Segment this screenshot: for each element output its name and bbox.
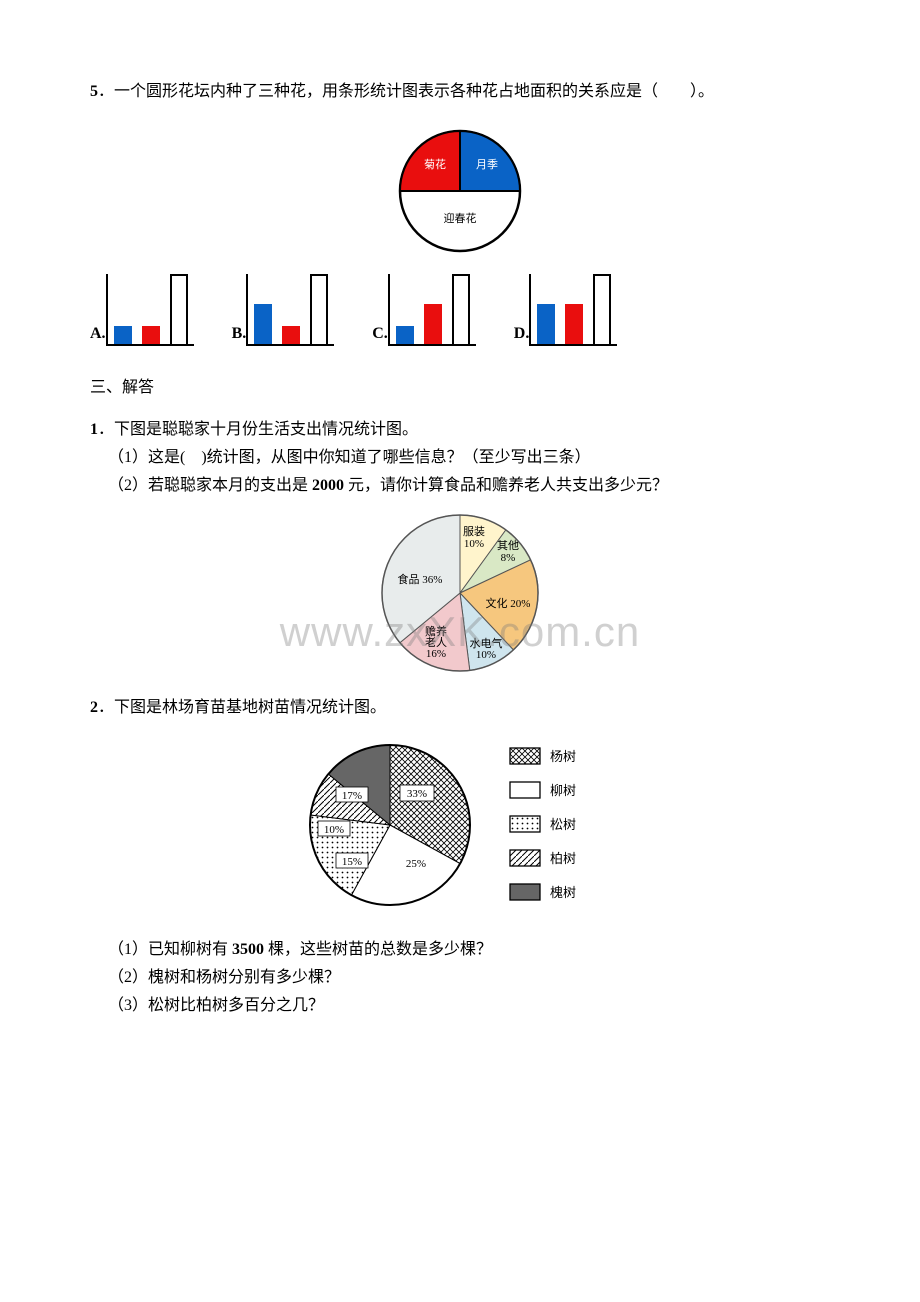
solve1-number: 1 [90, 421, 98, 438]
slice-label: 文化 20% [486, 596, 531, 610]
q5-body: ．一个圆形花坛内种了三种花，用条形统计图表示各种花占地面积的关系应是（ ）。 [98, 83, 714, 100]
slice-label: 服装 [463, 525, 485, 538]
solve1-sub2-post: 元，请你计算食品和赡养老人共支出多少元？ [344, 477, 668, 494]
slice-pct: 16% [426, 648, 446, 660]
bar [452, 274, 470, 344]
option-d: D. [514, 274, 618, 346]
option-a: A. [90, 274, 232, 346]
bar [310, 274, 328, 344]
legend-label: 槐树 [550, 885, 576, 900]
bar [396, 326, 414, 344]
solve1-sub1: （1）这是( )统计图，从图中你知道了哪些信息？（至少写出三条） [90, 446, 830, 470]
q5-pie-label-bottom: 迎春花 [444, 212, 477, 225]
q5-pie-chart: 菊花 月季 迎春花 [391, 122, 529, 260]
legend-label: 柳树 [550, 783, 576, 798]
legend-label: 松树 [550, 817, 576, 832]
option-d-label: D. [514, 322, 530, 346]
q5-number: 5 [90, 83, 98, 100]
legend-label: 柏树 [550, 851, 576, 866]
q5-pie-label-tr: 月季 [476, 158, 498, 171]
bar [142, 326, 160, 344]
question-5-text: 5．一个圆形花坛内种了三种花，用条形统计图表示各种花占地面积的关系应是（ ）。 [90, 80, 830, 104]
bar [537, 304, 555, 344]
option-c-chart [388, 274, 476, 346]
solve1-pie-chart: 服装 10% 其他 8% 文化 20% 水电气 10% 赡养 老人 16% 食品… [350, 508, 570, 678]
slice-label: 其他 [497, 539, 519, 552]
bar [254, 304, 272, 344]
solve2-figure-wrap: 33% 25% 15% 10% 17% 杨树 [90, 730, 830, 920]
q5-bar-options: A. B. C. D. [90, 274, 830, 346]
question-5: 5．一个圆形花坛内种了三种花，用条形统计图表示各种花占地面积的关系应是（ ）。 … [90, 80, 830, 346]
solve2-sub3: （3）松树比柏树多百分之几？ [90, 994, 830, 1018]
option-c-label: C. [372, 322, 388, 346]
solve1-figure-wrap: 服装 10% 其他 8% 文化 20% 水电气 10% 赡养 老人 16% 食品… [90, 508, 830, 678]
legend-label: 杨树 [550, 749, 576, 764]
section3-title: 三、解答 [90, 376, 830, 400]
bar [282, 326, 300, 344]
solve1-sub2: （2）若聪聪家本月的支出是 2000 元，请你计算食品和赡养老人共支出多少元？ [90, 474, 830, 498]
solve1-sub2-pre: （2）若聪聪家本月的支出是 [108, 477, 312, 494]
solve1-sub2-bold: 2000 [312, 477, 344, 494]
slice-pct: 10% [324, 824, 344, 836]
bar [170, 274, 188, 344]
slice-label: 食品 36% [398, 572, 443, 586]
option-a-chart [106, 274, 194, 346]
option-b: B. [232, 274, 373, 346]
slice-pct: 15% [342, 856, 362, 868]
option-d-chart [529, 274, 617, 346]
slice-pct: 17% [342, 790, 362, 802]
solve2-sub2: （2）槐树和杨树分别有多少棵？ [90, 966, 830, 990]
option-b-label: B. [232, 322, 247, 346]
solve-2: 2．下图是林场育苗基地树苗情况统计图。 [90, 696, 830, 1018]
bar [424, 304, 442, 344]
option-c: C. [372, 274, 514, 346]
slice-pct: 10% [464, 538, 484, 550]
solve2-intro: ．下图是林场育苗基地树苗情况统计图。 [98, 699, 386, 716]
slice-pct: 10% [476, 649, 496, 661]
solve2-pie-chart: 33% 25% 15% 10% 17% 杨树 [290, 730, 630, 920]
solve2-legend: 杨树 柳树 松树 柏树 槐树 [510, 748, 576, 900]
q5-pie-wrap: 菊花 月季 迎春花 [90, 122, 830, 260]
solve2-intro-line: 2．下图是林场育苗基地树苗情况统计图。 [90, 696, 830, 720]
q5-pie-label-tl: 菊花 [424, 158, 446, 171]
solve1-intro: ．下图是聪聪家十月份生活支出情况统计图。 [98, 421, 418, 438]
slice-pct: 8% [501, 552, 516, 564]
solve2-sub1-bold: 3500 [232, 941, 264, 958]
slice-label: 赡养 [425, 624, 447, 638]
option-b-chart [246, 274, 334, 346]
slice-label: 水电气 [470, 636, 503, 650]
solve2-sub1: （1）已知柳树有 3500 棵，这些树苗的总数是多少棵？ [90, 938, 830, 962]
option-a-label: A. [90, 322, 106, 346]
slice-pct: 25% [406, 858, 426, 870]
solve2-sub1-pre: （1）已知柳树有 [108, 941, 232, 958]
bar [114, 326, 132, 344]
solve2-sub1-post: 棵，这些树苗的总数是多少棵？ [264, 941, 492, 958]
solve1-intro-line: 1．下图是聪聪家十月份生活支出情况统计图。 [90, 418, 830, 442]
slice-pct: 33% [407, 788, 427, 800]
bar [565, 304, 583, 344]
solve-1: 1．下图是聪聪家十月份生活支出情况统计图。 （1）这是( )统计图，从图中你知道… [90, 418, 830, 678]
bar [593, 274, 611, 344]
solve2-number: 2 [90, 699, 98, 716]
